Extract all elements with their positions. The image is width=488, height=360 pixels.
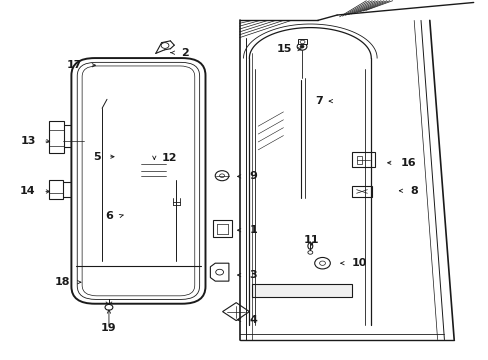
Bar bbox=[49, 121, 64, 153]
Bar bbox=[57, 182, 72, 197]
Circle shape bbox=[300, 45, 304, 48]
Text: 7: 7 bbox=[314, 96, 322, 106]
Polygon shape bbox=[251, 284, 351, 297]
FancyBboxPatch shape bbox=[136, 156, 171, 184]
Circle shape bbox=[161, 42, 168, 48]
Polygon shape bbox=[222, 303, 249, 320]
Text: 14: 14 bbox=[20, 186, 36, 197]
Text: 10: 10 bbox=[351, 258, 366, 268]
Text: 5: 5 bbox=[93, 152, 101, 162]
Polygon shape bbox=[356, 156, 361, 164]
Text: 1: 1 bbox=[249, 225, 257, 235]
Circle shape bbox=[172, 260, 180, 265]
Circle shape bbox=[297, 43, 306, 50]
Circle shape bbox=[219, 174, 224, 177]
Polygon shape bbox=[212, 220, 232, 237]
Circle shape bbox=[314, 257, 330, 269]
Text: 6: 6 bbox=[105, 211, 113, 221]
Circle shape bbox=[87, 281, 92, 285]
Circle shape bbox=[307, 251, 312, 254]
Text: 11: 11 bbox=[304, 235, 319, 245]
Circle shape bbox=[300, 40, 305, 44]
Polygon shape bbox=[351, 186, 371, 197]
Polygon shape bbox=[210, 263, 228, 281]
Polygon shape bbox=[351, 152, 374, 167]
Text: 4: 4 bbox=[249, 315, 257, 325]
Text: 15: 15 bbox=[276, 44, 292, 54]
Bar bbox=[63, 126, 83, 147]
Text: 12: 12 bbox=[161, 153, 177, 163]
Text: 18: 18 bbox=[54, 277, 70, 287]
Text: 9: 9 bbox=[249, 171, 257, 181]
FancyBboxPatch shape bbox=[145, 162, 154, 169]
Circle shape bbox=[215, 171, 228, 181]
Polygon shape bbox=[104, 59, 134, 66]
FancyBboxPatch shape bbox=[71, 58, 205, 304]
Circle shape bbox=[319, 261, 325, 265]
Text: 17: 17 bbox=[67, 60, 82, 70]
Ellipse shape bbox=[307, 243, 312, 249]
FancyBboxPatch shape bbox=[157, 162, 165, 169]
Bar bbox=[84, 279, 102, 287]
Circle shape bbox=[215, 269, 223, 275]
Text: 2: 2 bbox=[181, 48, 188, 58]
Circle shape bbox=[95, 281, 100, 285]
Polygon shape bbox=[49, 180, 63, 199]
Circle shape bbox=[105, 305, 113, 310]
Polygon shape bbox=[298, 40, 306, 44]
Text: 16: 16 bbox=[400, 158, 415, 168]
Text: 8: 8 bbox=[409, 186, 417, 196]
Text: 3: 3 bbox=[249, 270, 257, 280]
Text: 13: 13 bbox=[20, 136, 36, 145]
Text: 19: 19 bbox=[101, 323, 117, 333]
